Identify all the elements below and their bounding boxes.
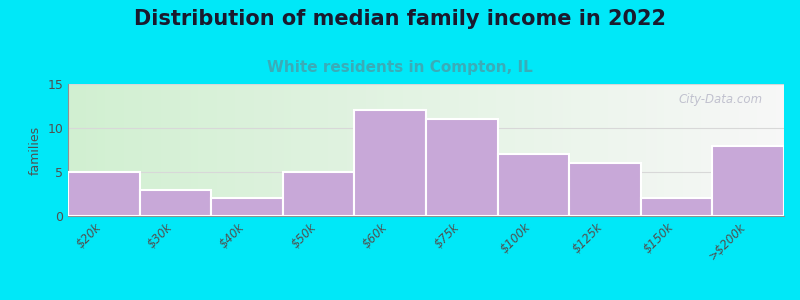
Bar [641,198,713,216]
Bar [498,154,570,216]
Y-axis label: families: families [29,125,42,175]
Text: Distribution of median family income in 2022: Distribution of median family income in … [134,9,666,29]
Bar [68,172,140,216]
Bar [211,198,283,216]
Text: City-Data.com: City-Data.com [678,93,762,106]
Bar [354,110,426,216]
Bar [283,172,354,216]
Bar [713,146,784,216]
Bar [426,119,498,216]
Bar [140,190,211,216]
Bar [570,163,641,216]
Text: White residents in Compton, IL: White residents in Compton, IL [267,60,533,75]
